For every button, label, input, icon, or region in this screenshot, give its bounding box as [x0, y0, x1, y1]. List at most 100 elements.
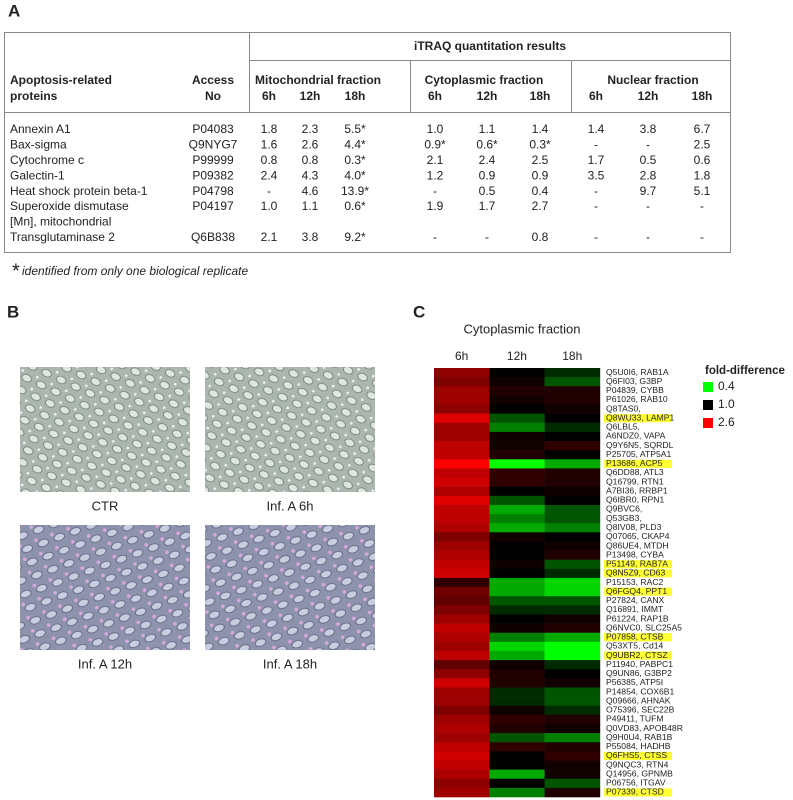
heatmap-cell [544, 377, 601, 387]
table-value: 3.8 [302, 230, 319, 244]
row-label: P06756, ITGAV [606, 778, 666, 788]
heatmap-cell [489, 760, 545, 770]
heatmap-cell [489, 742, 545, 752]
heatmap-cell [489, 614, 545, 624]
row-label: Q09666, AHNAK [606, 695, 671, 705]
heatmap-cell [489, 377, 545, 387]
accession: P04197 [192, 199, 234, 213]
heatmap-cell [489, 404, 545, 414]
row-label: Q6FHS5, CTSS [606, 750, 667, 760]
heatmap-cell [434, 422, 490, 433]
heatmap-cell [544, 495, 601, 506]
table-value: 13.9* [341, 184, 369, 198]
heatmap-cell [434, 687, 490, 697]
heatmap-cell [544, 523, 601, 533]
heatmap-cell [489, 678, 545, 688]
heatmap-cell [434, 742, 490, 752]
table-value: 1.4 [588, 122, 605, 136]
heatmap-cell [544, 660, 601, 670]
heatmap-cell [434, 623, 490, 634]
footnote: identified from only one biological repl… [22, 264, 248, 278]
heatmap-cell [489, 632, 545, 643]
table-value: 2.4 [261, 168, 278, 182]
heatmap-cell [544, 778, 601, 789]
label-highlight [604, 633, 672, 642]
table-value: 2.7 [532, 199, 549, 213]
table-value: - [594, 199, 598, 213]
heatmap-cell [434, 660, 490, 670]
table-value: - [700, 230, 704, 244]
label-highlight [604, 569, 672, 578]
heatmap-cell [434, 751, 490, 761]
heatmap-cell [434, 523, 490, 533]
heatmap-cell [434, 559, 490, 570]
heatmap-cell [434, 532, 490, 542]
table-value: - [594, 138, 598, 152]
table-value: 1.0 [261, 199, 278, 213]
heatmap-cell [489, 769, 545, 780]
heatmap-cell [544, 650, 601, 661]
heatmap-cell [544, 678, 601, 688]
row-label: Q8N5Z9, CD63 [606, 568, 665, 578]
table-value: 2.3 [302, 122, 319, 136]
heatmap-cell [489, 778, 545, 789]
table-value: - [433, 184, 437, 198]
accession: Q9NYG7 [189, 138, 238, 152]
heatmap-cell [544, 413, 601, 424]
heatmap-cell [544, 641, 601, 652]
legend-swatch [703, 382, 713, 392]
table-value: - [646, 138, 650, 152]
table-value: 9.7 [640, 184, 657, 198]
panel-label: A [8, 1, 20, 20]
heatmap-cell [489, 587, 545, 597]
heatmap-cell [544, 760, 601, 770]
row-label: P49411, TUFM [606, 714, 663, 724]
micrograph [20, 525, 190, 650]
table-value: 4.3 [302, 168, 319, 182]
heatmap-cell [489, 550, 545, 560]
heatmap-cell [544, 459, 601, 469]
heatmap-cell [434, 650, 490, 661]
heatmap-cell [434, 541, 490, 551]
protein-name: Galectin-1 [10, 168, 65, 182]
table-value: 1.8 [261, 122, 278, 136]
table-value: 1.4 [532, 122, 549, 136]
heatmap-cell [544, 787, 601, 798]
heatmap-cell [544, 696, 601, 707]
heatmap-cell [434, 514, 490, 524]
heatmap-cell [434, 614, 490, 624]
heatmap-cell [544, 623, 601, 634]
time-header: 6h [589, 89, 603, 103]
heatmap-cell [434, 386, 490, 396]
heatmap-cell [489, 605, 545, 615]
table-value: 1.7 [479, 199, 496, 213]
row-label: Q9UN86, G3BP2 [606, 668, 672, 678]
heatmap-cell [544, 605, 601, 615]
heatmap-cell [434, 431, 490, 442]
heatmap-cell [544, 386, 601, 396]
time-header: 12h [477, 89, 498, 103]
row-label: P13686, ACP5 [606, 458, 663, 468]
table-value: 1.7 [588, 153, 605, 167]
heatmap-cell [544, 550, 601, 560]
table-value: 1.1 [302, 199, 319, 213]
heatmap-cell [544, 596, 601, 606]
row-label: Q14956, GPNMB [606, 768, 673, 778]
heatmap-cell [544, 504, 601, 515]
fraction-header: Mitochondrial fraction [255, 73, 381, 87]
heatmap-cell [434, 495, 490, 506]
row-label: P11940, PABPC1 [606, 659, 673, 669]
row-label: Q9BVC6, [606, 504, 642, 514]
label-highlight [604, 414, 672, 423]
micrograph [20, 367, 190, 492]
legend-label: 0.4 [718, 379, 735, 393]
heatmap-cell [434, 368, 490, 378]
heatmap-cell [434, 605, 490, 615]
heatmap-cell [434, 441, 490, 451]
time-header: 12h [300, 89, 321, 103]
table-value: 0.5 [479, 184, 496, 198]
heatmap-cell [434, 641, 490, 652]
heatmap-cell [489, 577, 545, 588]
row-label: P61224, RAP1B [606, 613, 669, 623]
protein-name: Annexin A1 [10, 122, 71, 136]
